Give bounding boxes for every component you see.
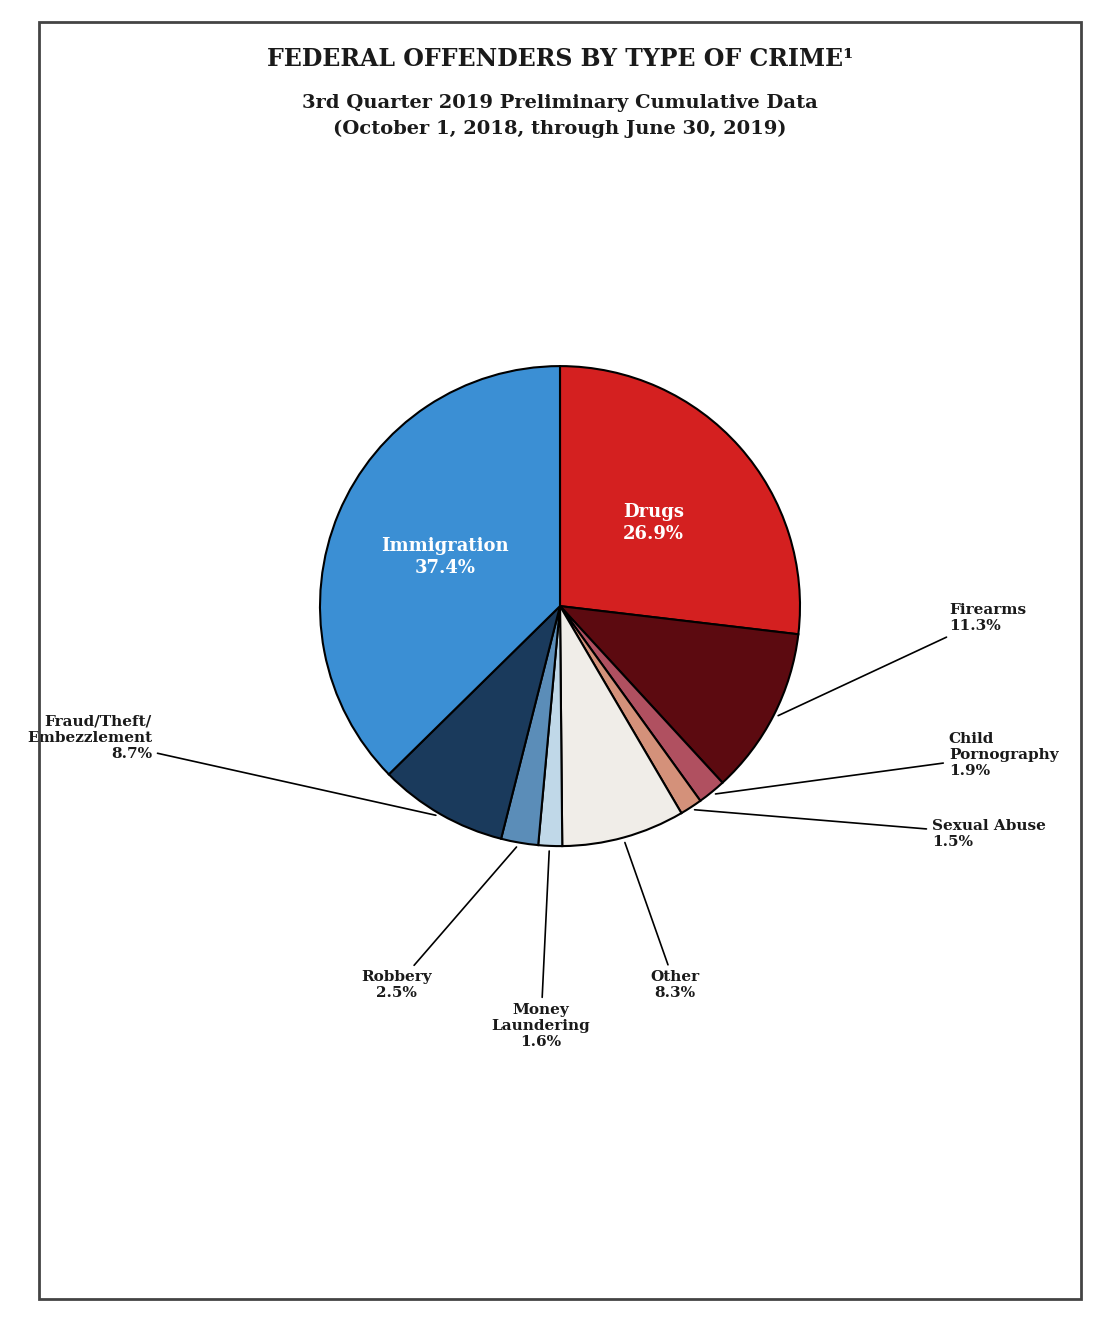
Wedge shape [560,607,700,813]
Wedge shape [560,607,722,801]
Wedge shape [501,607,560,845]
Text: Robbery
2.5%: Robbery 2.5% [362,847,516,1000]
Text: Drugs
26.9%: Drugs 26.9% [623,503,684,543]
Text: Child
Pornography
1.9%: Child Pornography 1.9% [716,732,1058,794]
Text: 3rd Quarter 2019 Preliminary Cumulative Data
(October 1, 2018, through June 30, : 3rd Quarter 2019 Preliminary Cumulative … [302,95,818,137]
Text: Other
8.3%: Other 8.3% [625,843,700,1000]
Wedge shape [539,607,562,845]
Wedge shape [389,607,560,839]
Text: Sexual Abuse
1.5%: Sexual Abuse 1.5% [694,810,1046,849]
Wedge shape [560,607,799,782]
Wedge shape [560,367,800,634]
Wedge shape [560,607,681,845]
Text: Firearms
11.3%: Firearms 11.3% [778,603,1026,716]
Text: Fraud/Theft/
Embezzlement
8.7%: Fraud/Theft/ Embezzlement 8.7% [27,715,436,815]
Text: Money
Laundering
1.6%: Money Laundering 1.6% [492,851,590,1050]
Text: FEDERAL OFFENDERS BY TYPE OF CRIME¹: FEDERAL OFFENDERS BY TYPE OF CRIME¹ [267,47,853,71]
Text: Immigration
37.4%: Immigration 37.4% [381,537,508,578]
Wedge shape [320,367,560,774]
